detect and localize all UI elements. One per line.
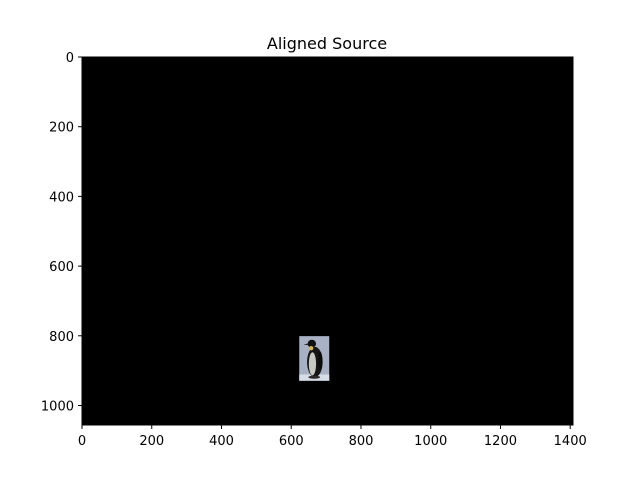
penguin-belly xyxy=(308,352,317,376)
y-tick-label: 200 xyxy=(49,121,74,136)
penguin-neck-patch xyxy=(309,345,314,351)
penguin-head xyxy=(307,339,317,348)
penguin-beak xyxy=(303,343,309,346)
y-tick-label: 600 xyxy=(49,260,74,275)
x-axis: 0 200 400 600 800 1000 1200 1400 xyxy=(78,425,587,449)
x-tick-label: 600 xyxy=(279,434,304,449)
x-tick-label: 1400 xyxy=(554,434,587,449)
y-tick-label: 400 xyxy=(49,190,74,205)
x-tick-label: 800 xyxy=(349,434,374,449)
x-tick-label: 1200 xyxy=(484,434,517,449)
penguin-feet xyxy=(308,375,321,379)
x-tick-label: 200 xyxy=(139,434,164,449)
chart-title: Aligned Source xyxy=(267,34,387,53)
y-tick-label: 1000 xyxy=(41,399,74,414)
y-axis: 0 200 400 600 800 1000 xyxy=(41,51,82,414)
penguin-figure xyxy=(299,339,330,381)
penguin-flipper xyxy=(318,351,323,370)
y-tick-label: 800 xyxy=(49,330,74,345)
x-tick-label: 400 xyxy=(209,434,234,449)
penguin-image xyxy=(299,336,330,381)
y-tick-label: 0 xyxy=(66,51,74,66)
x-tick-label: 0 xyxy=(78,434,86,449)
x-tick-label: 1000 xyxy=(414,434,447,449)
